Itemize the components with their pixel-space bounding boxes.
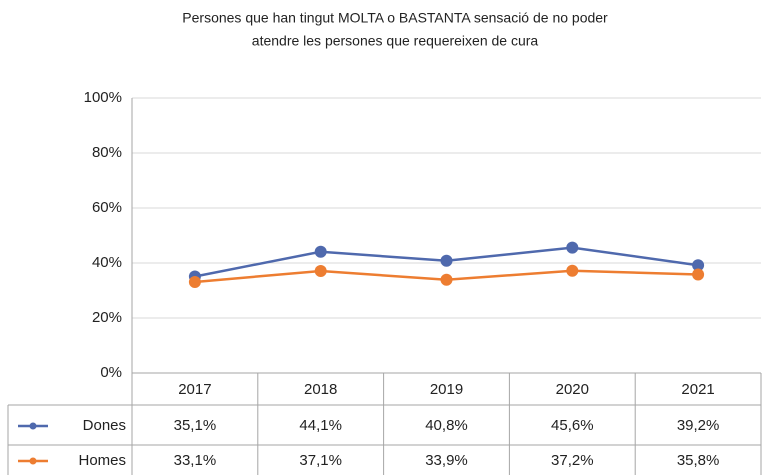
table-cell: 35,1% [174, 417, 217, 434]
x-tick-label: 2017 [178, 381, 211, 398]
legend-label: Dones [83, 417, 126, 434]
y-tick-label: 80% [92, 144, 122, 161]
marker [692, 268, 705, 281]
x-tick-label: 2021 [681, 381, 714, 398]
marker [566, 241, 579, 254]
marker [440, 273, 453, 286]
table-cell: 39,2% [677, 417, 720, 434]
marker [314, 264, 327, 277]
legend-swatch [29, 422, 37, 430]
y-tick-label: 40% [92, 254, 122, 271]
table-cell: 35,8% [677, 452, 720, 469]
table-cell: 33,9% [425, 452, 468, 469]
legend-swatch [29, 457, 37, 465]
chart-title: Persones que han tingut MOLTA o BASTANTA… [182, 10, 608, 26]
legend-label: Homes [78, 452, 126, 469]
marker [314, 245, 327, 258]
marker [692, 259, 705, 272]
marker [566, 264, 579, 277]
y-tick-label: 0% [100, 364, 122, 381]
x-tick-label: 2020 [556, 381, 589, 398]
table-cell: 33,1% [174, 452, 217, 469]
chart-title: atendre les persones que requereixen de … [252, 33, 539, 49]
y-tick-label: 100% [84, 89, 122, 106]
marker [188, 275, 201, 288]
marker [440, 254, 453, 267]
x-tick-label: 2018 [304, 381, 337, 398]
table-cell: 37,1% [299, 452, 342, 469]
y-tick-label: 20% [92, 309, 122, 326]
y-tick-label: 60% [92, 199, 122, 216]
table-cell: 44,1% [299, 417, 342, 434]
table-cell: 37,2% [551, 452, 594, 469]
table-cell: 45,6% [551, 417, 594, 434]
table-cell: 40,8% [425, 417, 468, 434]
x-tick-label: 2019 [430, 381, 463, 398]
